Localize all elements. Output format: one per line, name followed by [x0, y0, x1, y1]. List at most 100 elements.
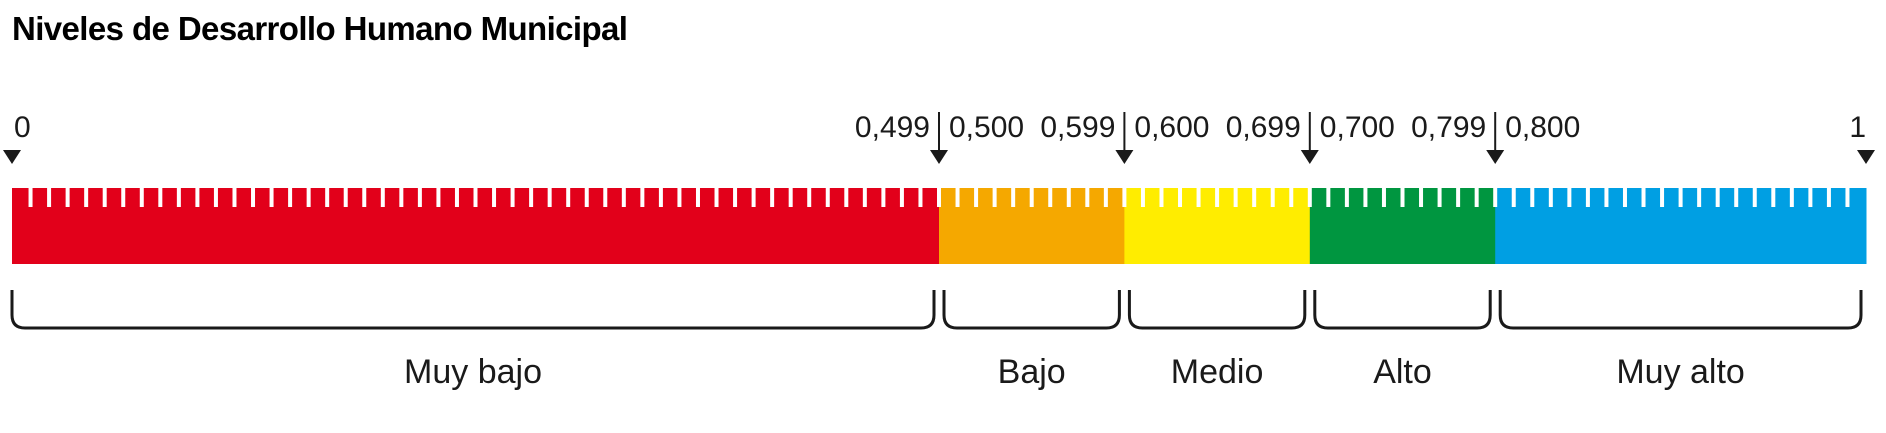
scale-tick — [399, 188, 404, 207]
boundary-label: 1 — [1849, 111, 1866, 144]
range-label: Muy bajo — [404, 353, 542, 391]
scale-tick — [547, 188, 552, 207]
scale-tick — [1808, 188, 1813, 207]
scale-tick — [510, 188, 515, 207]
scale-tick — [1289, 188, 1294, 207]
boundary-label: 0 — [14, 111, 31, 144]
scale-tick — [1715, 188, 1720, 207]
scale-tick — [417, 188, 422, 207]
scale-tick — [1215, 188, 1220, 207]
scale-tick — [47, 188, 52, 207]
down-triangle-icon — [930, 112, 948, 164]
scale-tick — [1140, 188, 1145, 207]
scale-tick — [492, 188, 497, 207]
scale-tick — [974, 188, 979, 207]
range-bracket — [1498, 290, 1863, 330]
scale-tick — [1567, 188, 1572, 207]
scale-tick — [1734, 188, 1739, 207]
scale-tick — [380, 188, 385, 207]
scale-tick — [288, 188, 293, 207]
scale-tick — [65, 188, 70, 207]
scale-tick — [102, 188, 107, 207]
scale-tick — [529, 188, 534, 207]
scale-tick — [84, 188, 89, 207]
scale-ticks — [28, 188, 1850, 207]
scale-tick — [269, 188, 274, 207]
scale-tick — [584, 188, 589, 207]
level-bars — [12, 188, 1867, 264]
range-brackets: Muy bajo Bajo Medio Alto Muy alto — [10, 290, 1863, 391]
scale-tick — [121, 188, 126, 207]
scale-tick — [1011, 188, 1016, 207]
scale-tick — [158, 188, 163, 207]
scale-tick — [1456, 188, 1461, 207]
down-triangle-icon — [1115, 112, 1134, 164]
scale-tick — [621, 188, 626, 207]
scale-tick — [1363, 188, 1368, 207]
scale-tick — [1419, 188, 1424, 207]
scale-tick — [992, 188, 997, 207]
scale-tick — [770, 188, 775, 207]
scale-tick — [195, 188, 200, 207]
scale-tick — [343, 188, 348, 207]
scale-tick — [1344, 188, 1349, 207]
scale-tick — [1752, 188, 1757, 207]
scale-tick — [1660, 188, 1665, 207]
scale-tick — [1085, 188, 1090, 207]
scale-tick — [306, 188, 311, 207]
boundary-label: 0,800 — [1505, 111, 1580, 144]
down-triangle-icon — [1300, 112, 1319, 164]
scale-tick — [139, 188, 144, 207]
scale-tick — [251, 188, 256, 207]
down-triangle-icon — [1857, 150, 1875, 164]
boundary-markers — [3, 112, 1875, 164]
scale-tick — [176, 188, 181, 207]
scale-tick — [1103, 188, 1108, 207]
scale-tick — [1270, 188, 1275, 207]
scale-tick — [1771, 188, 1776, 207]
boundary-label: 0,699 — [1226, 111, 1301, 144]
scale-tick — [1381, 188, 1386, 207]
down-triangle-icon — [3, 150, 21, 164]
scale-tick — [1159, 188, 1164, 207]
scale-tick — [695, 188, 700, 207]
range-bracket — [10, 290, 936, 330]
scale-tick — [733, 188, 738, 207]
scale-tick — [825, 188, 830, 207]
scale-tick — [1066, 188, 1071, 207]
scale-tick — [1585, 188, 1590, 207]
scale-tick — [1789, 188, 1794, 207]
scale-tick — [1437, 188, 1442, 207]
scale-tick — [473, 188, 478, 207]
scale-tick — [862, 188, 867, 207]
scale-tick — [1530, 188, 1535, 207]
scale-tick — [1678, 188, 1683, 207]
scale-tick — [1641, 188, 1646, 207]
range-bracket — [942, 290, 1121, 330]
scale-tick — [603, 188, 608, 207]
range-label: Medio — [1171, 353, 1264, 391]
scale-tick — [1604, 188, 1609, 207]
scale-tick — [213, 188, 218, 207]
scale-tick — [1474, 188, 1479, 207]
scale-tick — [937, 188, 941, 207]
scale-tick — [1196, 188, 1201, 207]
scale-tick — [1178, 188, 1183, 207]
boundary-label: 0,500 — [949, 111, 1024, 144]
range-label: Muy alto — [1616, 353, 1745, 391]
scale-tick — [1493, 188, 1498, 207]
scale-tick — [232, 188, 237, 207]
scale-tick — [955, 188, 960, 207]
scale-tick — [640, 188, 645, 207]
scale-tick — [28, 188, 33, 207]
boundary-label: 0,599 — [1040, 111, 1115, 144]
page-title: Niveles de Desarrollo Humano Municipal — [12, 10, 628, 47]
scale-tick — [1622, 188, 1627, 207]
boundary-label: 0,499 — [855, 111, 930, 144]
range-bracket — [1313, 290, 1492, 330]
scale-tick — [899, 188, 904, 207]
range-label: Bajo — [998, 353, 1066, 391]
boundary-label: 0,799 — [1411, 111, 1486, 144]
scale-tick — [1845, 188, 1850, 207]
